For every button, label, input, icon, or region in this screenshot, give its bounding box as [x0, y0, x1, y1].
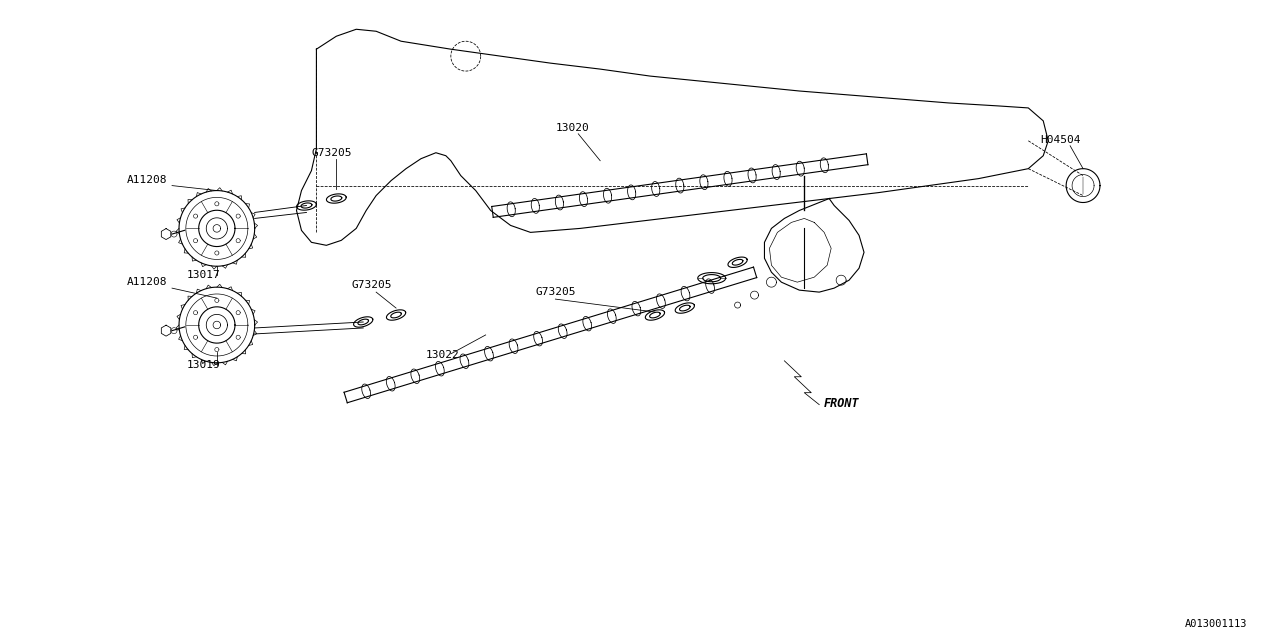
Text: 13019: 13019 — [187, 360, 220, 370]
Text: G73205: G73205 — [535, 287, 576, 297]
Text: A11208: A11208 — [127, 175, 168, 184]
Text: H04504: H04504 — [1041, 135, 1080, 145]
Text: 13020: 13020 — [556, 123, 589, 133]
Text: 13017: 13017 — [187, 270, 220, 280]
Text: G73205: G73205 — [351, 280, 392, 290]
Text: A013001113: A013001113 — [1185, 619, 1247, 628]
Text: 13022: 13022 — [426, 350, 460, 360]
Text: G73205: G73205 — [311, 148, 352, 157]
Text: FRONT: FRONT — [824, 397, 860, 410]
Text: A11208: A11208 — [127, 277, 168, 287]
